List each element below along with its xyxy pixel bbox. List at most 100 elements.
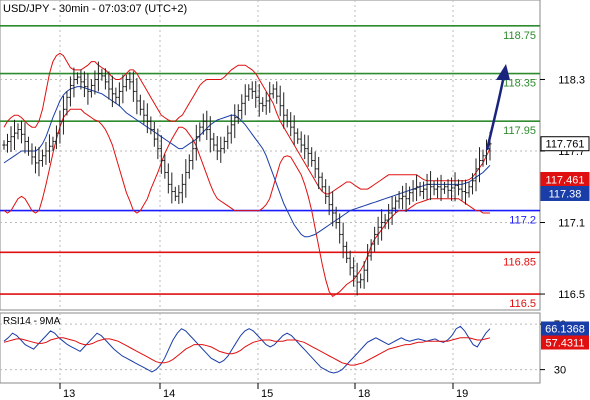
level-label: 118.35 [503,78,536,90]
ohlc-bar [208,116,212,153]
rsi-tag: 66.1368 [541,321,589,336]
ohlc-bar [285,109,289,128]
ohlc-bar [411,180,415,202]
ohlc-bar [271,84,275,99]
price-tag-label: 117.461 [546,174,585,186]
rsi-title: RSI14 - 9MA [3,316,61,327]
ohlc-bar [54,125,59,150]
ohlc-bar [19,120,24,144]
ohlc-bar [40,149,45,167]
ohlc-bar [107,71,111,100]
ohlc-bar [254,80,258,108]
rsi-tag: 57.4311 [541,335,589,350]
ohlc-bar [331,191,335,227]
ohlc-bar [93,70,97,95]
ohlc-bar [313,151,317,178]
ohlc-bar [142,100,146,125]
ohlc-bar [380,209,384,241]
ohlc-bar [33,146,38,174]
chart-title: USD/JPY - 30min - 07:03:07 (UTC+2) [3,3,187,15]
ohlc-bar [89,79,94,98]
ohlc-bar [352,257,356,287]
price-tags: 117.761 117.461 117.38 [540,136,590,201]
ohlc-bar [229,114,233,144]
level-label: 118.75 [503,30,536,42]
price-tick-label: 118.3 [558,74,585,86]
price-tag: 117.38 [540,185,590,201]
ohlc-bar [257,84,261,117]
ohlc-bar [463,179,468,205]
rsi-tick-label: 30 [554,365,566,377]
ohlc-bar [355,262,359,296]
ohlc-bar [432,180,436,196]
ohlc-bar [82,71,87,98]
ohlc-bar [327,185,331,216]
rsi-tag-label: 66.1368 [545,323,585,335]
ohlc-bar [138,94,142,116]
ohlc-bar [282,92,286,129]
ohlc-bar [303,134,307,160]
ohlc-bar [477,147,482,183]
ohlc-bar [435,177,440,199]
ohlc-bar [289,112,293,137]
time-tick-label: 18 [358,388,370,400]
price-tag-label: 117.761 [546,139,585,151]
ohlc-bar [68,76,73,107]
ohlc-bar [212,132,216,152]
ohlc-bar [250,81,254,100]
ohlc-bar [338,213,342,244]
ohlc-bar [177,185,181,204]
ohlc-bar [373,226,377,252]
ohlc-bar [460,180,464,201]
ohlc-bar [261,97,265,112]
ohlc-bar [233,104,237,139]
ohlc-bar [163,154,167,179]
rsi-ma-line [3,337,491,366]
ohlc-bar [65,91,69,116]
ohlc-bar [124,74,128,92]
price-tick-label: 116.5 [558,289,585,301]
lower-band-line [3,108,490,298]
ohlc-bar [37,147,41,177]
ohlc-bar [12,119,17,151]
ohlc-bar [131,71,135,102]
ohlc-bar [9,126,13,152]
ohlc-bar [198,122,202,142]
ohlc-bar [72,67,76,98]
ohlc-bar [407,186,412,205]
ohlc-bar [264,91,268,115]
ohlc-bar [387,203,391,230]
ohlc-bar [194,124,198,161]
price-tag-label: 117.38 [549,188,582,200]
ohlc-bar [159,135,163,174]
ohlc-bar [449,177,454,201]
ohlc-bar [173,186,177,202]
ohlc-bar [341,222,345,259]
time-axis-ticks: 13 14 15 18 19 [59,383,468,400]
ohlc-bar [390,196,394,225]
ohlc-bar [201,113,205,135]
level-label: 116.85 [503,256,536,268]
ohlc-bar [383,213,387,229]
ohlc-bar [219,136,223,163]
ohlc-bar [145,103,149,134]
ohlc-bar [334,206,338,229]
ohlc-bar [369,239,373,261]
level-label: 117.95 [503,125,536,137]
ohlc-bar [317,156,321,190]
ohlc-bar [428,171,433,201]
ohlc-bar [191,139,195,170]
ohlc-bar [117,82,121,107]
moving-average-line [3,86,491,238]
ohlc-bar [79,69,83,90]
ohlc-bar [442,181,447,194]
ohlc-bar [170,172,174,204]
rsi-tag-label: 57.4311 [546,337,585,349]
ohlc-bar [51,136,55,151]
time-tick-label: 13 [63,388,75,400]
ohlc-bar [278,85,282,117]
ohlc-bar [348,250,352,276]
ohlc-bar [393,196,398,213]
time-tick-label: 19 [456,388,468,400]
